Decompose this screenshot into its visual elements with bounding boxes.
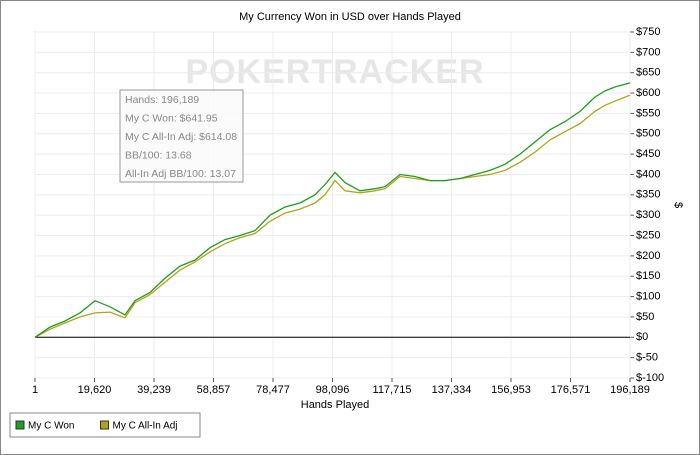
series-line (34, 94, 631, 338)
x-tick-label: 196,189 (610, 384, 650, 396)
x-tick-label: 78,477 (256, 384, 290, 396)
x-tick-label: 1 (32, 384, 38, 396)
y-axis-label: $ (672, 202, 684, 208)
series-line (34, 82, 631, 338)
y-tick-label: $-50 (636, 352, 658, 364)
x-axis-label: Hands Played (301, 399, 370, 411)
watermark: POKERTRACKER (185, 53, 484, 91)
x-tick-label: 156,953 (491, 384, 531, 396)
tooltip-line: All-In Adj BB/100: 13.07 (125, 168, 236, 180)
legend-swatch (15, 420, 25, 430)
y-tick-label: $550 (636, 107, 660, 119)
y-tick-label: $450 (636, 148, 660, 160)
tooltip-line: Hands: 196,189 (125, 94, 199, 106)
y-tick-label: $200 (636, 250, 660, 262)
legend-label: My C All-In Adj (113, 421, 178, 432)
x-tick-label: 39,239 (137, 384, 171, 396)
y-tick-label: $-100 (636, 372, 664, 384)
legend-label: My C Won (28, 421, 75, 432)
y-tick-label: $250 (636, 229, 660, 241)
tooltip (119, 89, 244, 183)
y-tick-label: $0 (636, 331, 648, 343)
x-tick-label: 19,620 (78, 384, 112, 396)
y-tick-label: $500 (636, 128, 660, 140)
tooltip-line: My C Won: $641.95 (125, 112, 218, 124)
y-tick-label: $300 (636, 209, 660, 221)
y-tick-label: $600 (636, 87, 660, 99)
x-tick-label: 117,715 (373, 384, 412, 396)
y-tick-label: $750 (636, 26, 660, 38)
legend-swatch (100, 420, 109, 430)
chart-title: My Currency Won in USD over Hands Played (239, 11, 461, 23)
y-tick-label: $700 (636, 46, 660, 58)
tooltip-line: BB/100: 13.68 (125, 149, 192, 161)
y-tick-label: $350 (636, 189, 660, 201)
y-tick-label: $100 (636, 290, 660, 302)
x-tick-label: 98,096 (316, 384, 350, 396)
tooltip-line: My C All-In Adj: $614.08 (125, 131, 237, 143)
y-tick-label: $150 (636, 270, 660, 282)
y-tick-label: $50 (636, 311, 654, 323)
x-tick-label: 176,571 (551, 384, 591, 396)
x-tick-label: 137,334 (432, 384, 472, 396)
y-tick-label: $650 (636, 67, 660, 79)
y-tick-label: $400 (636, 168, 660, 180)
x-tick-label: 58,857 (197, 384, 231, 396)
